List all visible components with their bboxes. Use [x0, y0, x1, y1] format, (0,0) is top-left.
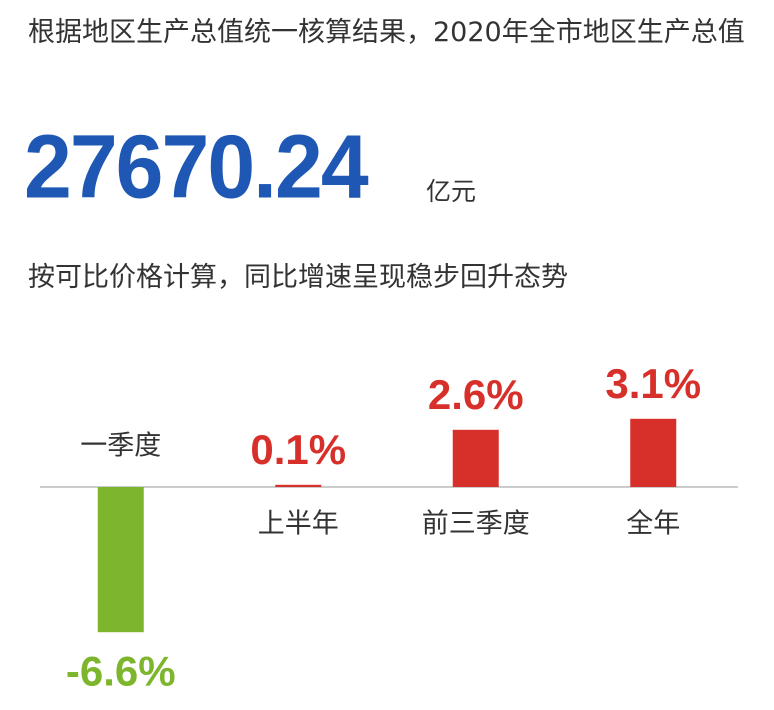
value-label: -6.6%: [66, 647, 176, 694]
bar: [275, 484, 322, 487]
value-label: 3.1%: [605, 360, 701, 407]
headline-value: 27670.24: [24, 116, 369, 218]
category-label: 全年: [626, 509, 680, 540]
category-label: 前三季度: [422, 509, 530, 540]
bar: [452, 429, 499, 487]
value-label: 0.1%: [250, 426, 346, 473]
bar: [97, 487, 144, 633]
headline-unit: 亿元: [426, 177, 477, 206]
value-label: 2.6%: [428, 371, 524, 418]
category-label: 一季度: [80, 431, 161, 462]
category-label: 上半年: [258, 509, 339, 540]
title: 根据地区生产总值统一核算结果，2020年全市地区生产总值: [28, 17, 745, 48]
bar: [630, 418, 677, 487]
subtitle: 按可比价格计算，同比增速呈现稳步回升态势: [28, 262, 568, 293]
